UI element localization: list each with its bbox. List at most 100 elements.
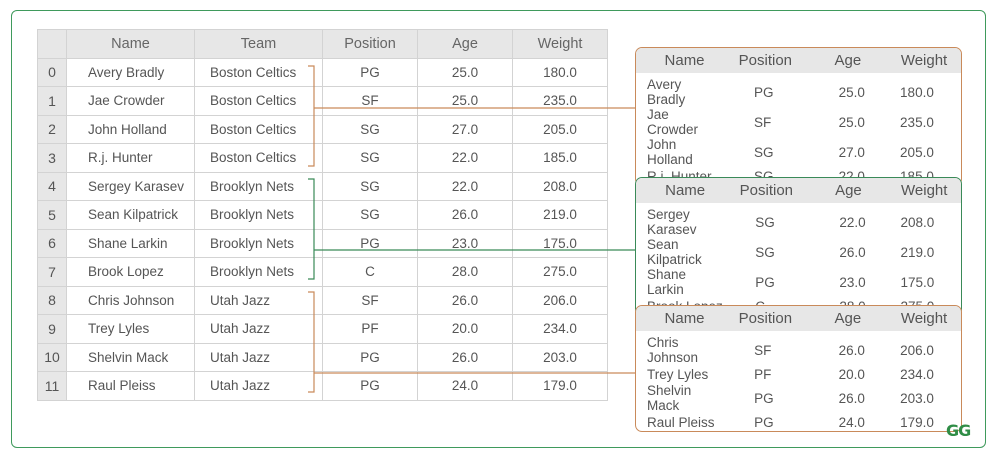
cell-age: 22.0 xyxy=(417,143,513,173)
cell-position: PF xyxy=(322,314,418,344)
group-row: Sean Kilpatrick SG 26.0 219.0 xyxy=(636,237,961,267)
group-cell-name: Raul Pleiss xyxy=(647,414,715,430)
group-header-weight: Weight xyxy=(900,52,948,69)
group-cell-age: 22.0 xyxy=(839,214,866,230)
cell-weight: 235.0 xyxy=(512,86,608,116)
cell-team: Utah Jazz xyxy=(194,285,323,315)
group-row: Jae Crowder SF 25.0 235.0 xyxy=(636,107,961,137)
table-row: 8 Chris Johnson Utah Jazz SF 26.0 206.0 xyxy=(37,285,608,315)
row-index: 11 xyxy=(37,371,67,401)
table-row: 11 Raul Pleiss Utah Jazz PG 24.0 179.0 xyxy=(37,371,608,401)
group-cell-name: Chris Johnson xyxy=(647,335,699,365)
table-row: 4 Sergey Karasev Brooklyn Nets SG 22.0 208.0 xyxy=(37,171,608,201)
gfg-logo: GG xyxy=(946,421,971,440)
group-cell-weight: 179.0 xyxy=(900,414,934,430)
cell-age: 26.0 xyxy=(417,342,513,372)
cell-name: Sergey Karasev xyxy=(66,171,195,201)
group-box-brooklyn-nets: Name Position Age Weight Sergey Karasev S… xyxy=(635,177,962,316)
group-cell-age: 25.0 xyxy=(838,84,865,100)
group-row: Brook Lopez C 28.0 275.0 xyxy=(636,297,961,315)
group-header-age: Age xyxy=(834,310,862,327)
cell-weight: 185.0 xyxy=(512,143,608,173)
cell-name: Jae Crowder xyxy=(66,86,195,116)
cell-team: Brooklyn Nets xyxy=(194,200,323,230)
group-cell-age: 26.0 xyxy=(839,244,866,260)
group-header-weight: Weight xyxy=(900,310,948,327)
group-cell-weight: 275.0 xyxy=(900,298,935,314)
group-header-position: Position xyxy=(739,182,794,199)
cell-weight: 206.0 xyxy=(512,285,608,315)
cell-weight: 208.0 xyxy=(512,171,608,201)
group-cell-age: 24.0 xyxy=(838,414,865,430)
group-cell-weight: 235.0 xyxy=(900,114,934,130)
cell-weight: 179.0 xyxy=(512,371,608,401)
bracket-boston xyxy=(308,65,315,167)
row-index: 0 xyxy=(37,57,67,87)
group-row: Chris Johnson SF 26.0 206.0 xyxy=(636,331,961,365)
group-row: R.j. Hunter SG 22.0 185.0 xyxy=(636,167,961,185)
row-index: 4 xyxy=(37,171,67,201)
group-row: Trey Lyles PF 20.0 234.0 xyxy=(636,365,961,383)
table-row: 0 Avery Bradly Boston Celtics PG 25.0 180.0 xyxy=(37,57,608,87)
cell-position: PG xyxy=(322,57,418,87)
group-row: Avery Bradly PG 25.0 180.0 xyxy=(636,73,961,107)
bracket-brooklyn xyxy=(308,178,315,280)
group-cell-weight: 234.0 xyxy=(900,366,934,382)
group-cell-name: R.j. Hunter xyxy=(647,168,712,184)
group-cell-age: 22.0 xyxy=(838,168,865,184)
group-cell-age: 25.0 xyxy=(838,114,865,130)
cell-position: PG xyxy=(322,228,418,258)
group-row: Raul Pleiss PG 24.0 179.0 xyxy=(636,413,961,431)
cell-age: 27.0 xyxy=(417,114,513,144)
cell-weight: 203.0 xyxy=(512,342,608,372)
cell-team: Utah Jazz xyxy=(194,314,323,344)
group-cell-position: SF xyxy=(754,342,772,358)
cell-name: Shane Larkin xyxy=(66,228,195,258)
group-cell-age: 23.0 xyxy=(839,274,866,290)
table-row: 7 Brook Lopez Brooklyn Nets C 28.0 275.0 xyxy=(37,257,608,287)
group-cell-weight: 175.0 xyxy=(900,274,935,290)
cell-position: PG xyxy=(322,371,418,401)
row-index: 8 xyxy=(37,285,67,315)
row-index: 10 xyxy=(37,342,67,372)
diagram-frame xyxy=(11,10,986,448)
group-cell-position: SF xyxy=(754,114,772,130)
table-row: 1 Jae Crowder Boston Celtics SF 25.0 235.0 xyxy=(37,86,608,116)
cell-team: Boston Celtics xyxy=(194,86,323,116)
cell-age: 25.0 xyxy=(417,86,513,116)
group-header-age: Age xyxy=(834,52,862,69)
group-cell-name: John Holland xyxy=(647,137,693,167)
cell-weight: 180.0 xyxy=(512,57,608,87)
cell-name: Raul Pleiss xyxy=(66,371,195,401)
group-box-utah-jazz: Name Position Age Weight Chris Johnson SF… xyxy=(635,305,962,432)
group-cell-position: SG xyxy=(755,244,775,260)
group-header-age: Age xyxy=(835,182,862,199)
group-cell-name: Sean Kilpatrick xyxy=(647,237,702,267)
cell-weight: 219.0 xyxy=(512,200,608,230)
cell-age: 22.0 xyxy=(417,171,513,201)
group-cell-weight: 205.0 xyxy=(900,144,934,160)
group-header-name: Name xyxy=(664,52,705,69)
source-dataframe-table: Name Team Position Age Weight 0 Avery Bra… xyxy=(37,29,608,401)
cell-name: Chris Johnson xyxy=(66,285,195,315)
group-header-position: Position xyxy=(738,310,793,327)
group-row: John Holland SG 27.0 205.0 xyxy=(636,137,961,167)
group-cell-weight: 206.0 xyxy=(900,342,934,358)
column-header-age: Age xyxy=(417,29,513,59)
cell-age: 23.0 xyxy=(417,228,513,258)
cell-age: 25.0 xyxy=(417,57,513,87)
group-cell-weight: 203.0 xyxy=(900,390,934,406)
group-cell-name: Shane Larkin xyxy=(647,267,687,297)
group-cell-name: Jae Crowder xyxy=(647,107,699,137)
group-cell-age: 26.0 xyxy=(838,390,865,406)
cell-name: John Holland xyxy=(66,114,195,144)
group-header-position: Position xyxy=(738,52,793,69)
group-cell-age: 26.0 xyxy=(838,342,865,358)
group-cell-age: 20.0 xyxy=(838,366,865,382)
group-cell-position: C xyxy=(755,298,766,314)
row-index: 6 xyxy=(37,228,67,258)
cell-team: Brooklyn Nets xyxy=(194,228,323,258)
bracket-utah xyxy=(308,291,315,393)
group-cell-position: PF xyxy=(754,366,772,382)
